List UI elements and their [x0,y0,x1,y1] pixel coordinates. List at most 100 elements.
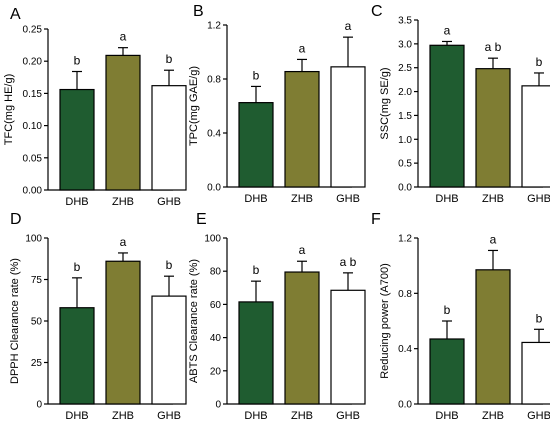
y-tick-label: 0 [36,400,42,411]
x-tick-label: GHB [157,410,181,422]
x-tick-label: DHB [244,410,267,422]
significance-letter: b [74,54,81,68]
bar-ghb [151,295,187,405]
significance-letter: a [120,235,127,249]
significance-letter: a [444,23,451,37]
y-tick-label: 1.2 [398,234,412,245]
y-axis-label: SSC(mg SE/g) [379,67,391,139]
y-tick-label: 0.4 [207,129,221,140]
x-tick-label: ZHB [112,410,134,422]
significance-letter: b [536,311,543,325]
x-tick-label: GHB [336,410,360,422]
y-tick-label: 0.05 [23,153,43,164]
significance-letter: a [299,243,306,257]
significance-letter: a b [340,255,357,269]
significance-letter: a [299,41,306,55]
bar-ghb [521,341,550,405]
significance-letter: b [253,68,260,82]
y-tick-label: 3.5 [398,16,412,27]
x-tick-label: GHB [336,193,360,205]
y-tick-label: 1.5 [398,111,412,122]
y-axis-label: TPC(mg GAE/g) [188,66,200,146]
y-tick-label: 0.4 [398,344,412,355]
x-tick-label: ZHB [482,410,504,422]
x-tick-label: DHB [435,410,458,422]
bar-ghb [330,66,366,188]
panel-letter: C [371,3,383,20]
x-tick-label: ZHB [112,196,134,208]
y-tick-label: 1.2 [207,21,221,32]
x-tick-label: GHB [157,196,181,208]
significance-letter: a [345,19,352,33]
y-tick-label: 2.5 [398,63,412,74]
chart-panel-b: B 0.0 0.4 0.8 1.2 TPC(mg GAE/g) DHB b ZHB a GHB a [188,3,366,205]
significance-letter: b [444,303,451,317]
x-tick-label: ZHB [291,193,313,205]
chart-panel-f: F 0.0 0.4 0.8 1.2 Reducing power (A700) DHB b ZH… [371,211,550,422]
x-tick-label: DHB [244,193,267,205]
bar-dhb [59,307,95,405]
y-tick-label: 1.0 [398,135,412,146]
significance-letter: a [120,30,127,44]
bar-zhb [284,70,320,188]
y-tick-label: 50 [31,317,43,328]
bar-dhb [429,338,465,405]
y-tick-label: 20 [210,366,222,377]
y-tick-label: 0.15 [23,89,43,100]
chart-panel-a: A 0.00 0.05 0.10 0.15 0.20 0.25 TFC(mg HE/g) DHB… [3,6,187,208]
chart-panel-c: C 0.0 0.5 1.0 1.5 2.0 2.5 3.0 3.5 SSC(mg SE/g) DHB… [371,3,550,205]
bar-ghb [330,289,366,405]
x-tick-label: GHB [527,410,550,422]
bar-zhb [284,271,320,405]
panel-letter: E [196,211,207,228]
panel-letter: F [371,211,381,228]
y-tick-label: 0.00 [23,186,43,197]
x-tick-label: GHB [527,193,550,205]
significance-letter: b [166,52,173,66]
y-tick-label: 2.0 [398,87,412,98]
panel-letter: A [10,6,21,23]
y-tick-label: 80 [210,267,222,278]
bar-zhb [105,54,141,191]
x-tick-label: ZHB [482,193,504,205]
x-tick-label: ZHB [291,410,313,422]
panel-letter: B [193,3,204,20]
bar-zhb [105,260,141,405]
bar-zhb [475,269,511,405]
bar-zhb [475,68,511,188]
y-tick-label: 0.0 [398,400,412,411]
y-axis-label: TFC(mg HE/g) [3,74,15,146]
x-tick-label: DHB [65,196,88,208]
y-tick-label: 75 [31,275,43,286]
significance-letter: b [253,263,260,277]
y-tick-label: 0.5 [398,159,412,170]
y-tick-label: 3.0 [398,39,412,50]
y-tick-label: 40 [210,333,222,344]
y-tick-label: 0 [215,400,221,411]
y-axis-label: DPPH Clearance rate (%) [9,258,21,384]
y-tick-label: 0.20 [23,57,43,68]
bar-ghb [151,85,187,191]
bar-ghb [521,85,550,188]
x-tick-label: DHB [65,410,88,422]
significance-letter: a [490,232,497,246]
y-axis-label: ABTS Clearance rate (%) [188,259,200,383]
bar-dhb [429,44,465,188]
y-tick-label: 0.10 [23,121,43,132]
y-tick-label: 0.25 [23,25,43,36]
y-tick-label: 100 [204,234,221,245]
y-tick-label: 0.8 [207,75,221,86]
bar-dhb [59,88,95,191]
y-axis-label: Reducing power (A700) [379,263,391,379]
y-tick-label: 100 [25,234,42,245]
y-tick-label: 0.8 [398,289,412,300]
significance-letter: a b [485,40,502,54]
panel-letter: D [10,211,22,228]
y-tick-label: 25 [31,358,43,369]
y-tick-label: 0.0 [207,183,221,194]
y-tick-label: 0.0 [398,183,412,194]
bar-dhb [238,102,274,188]
significance-letter: b [74,260,81,274]
bar-dhb [238,301,274,405]
